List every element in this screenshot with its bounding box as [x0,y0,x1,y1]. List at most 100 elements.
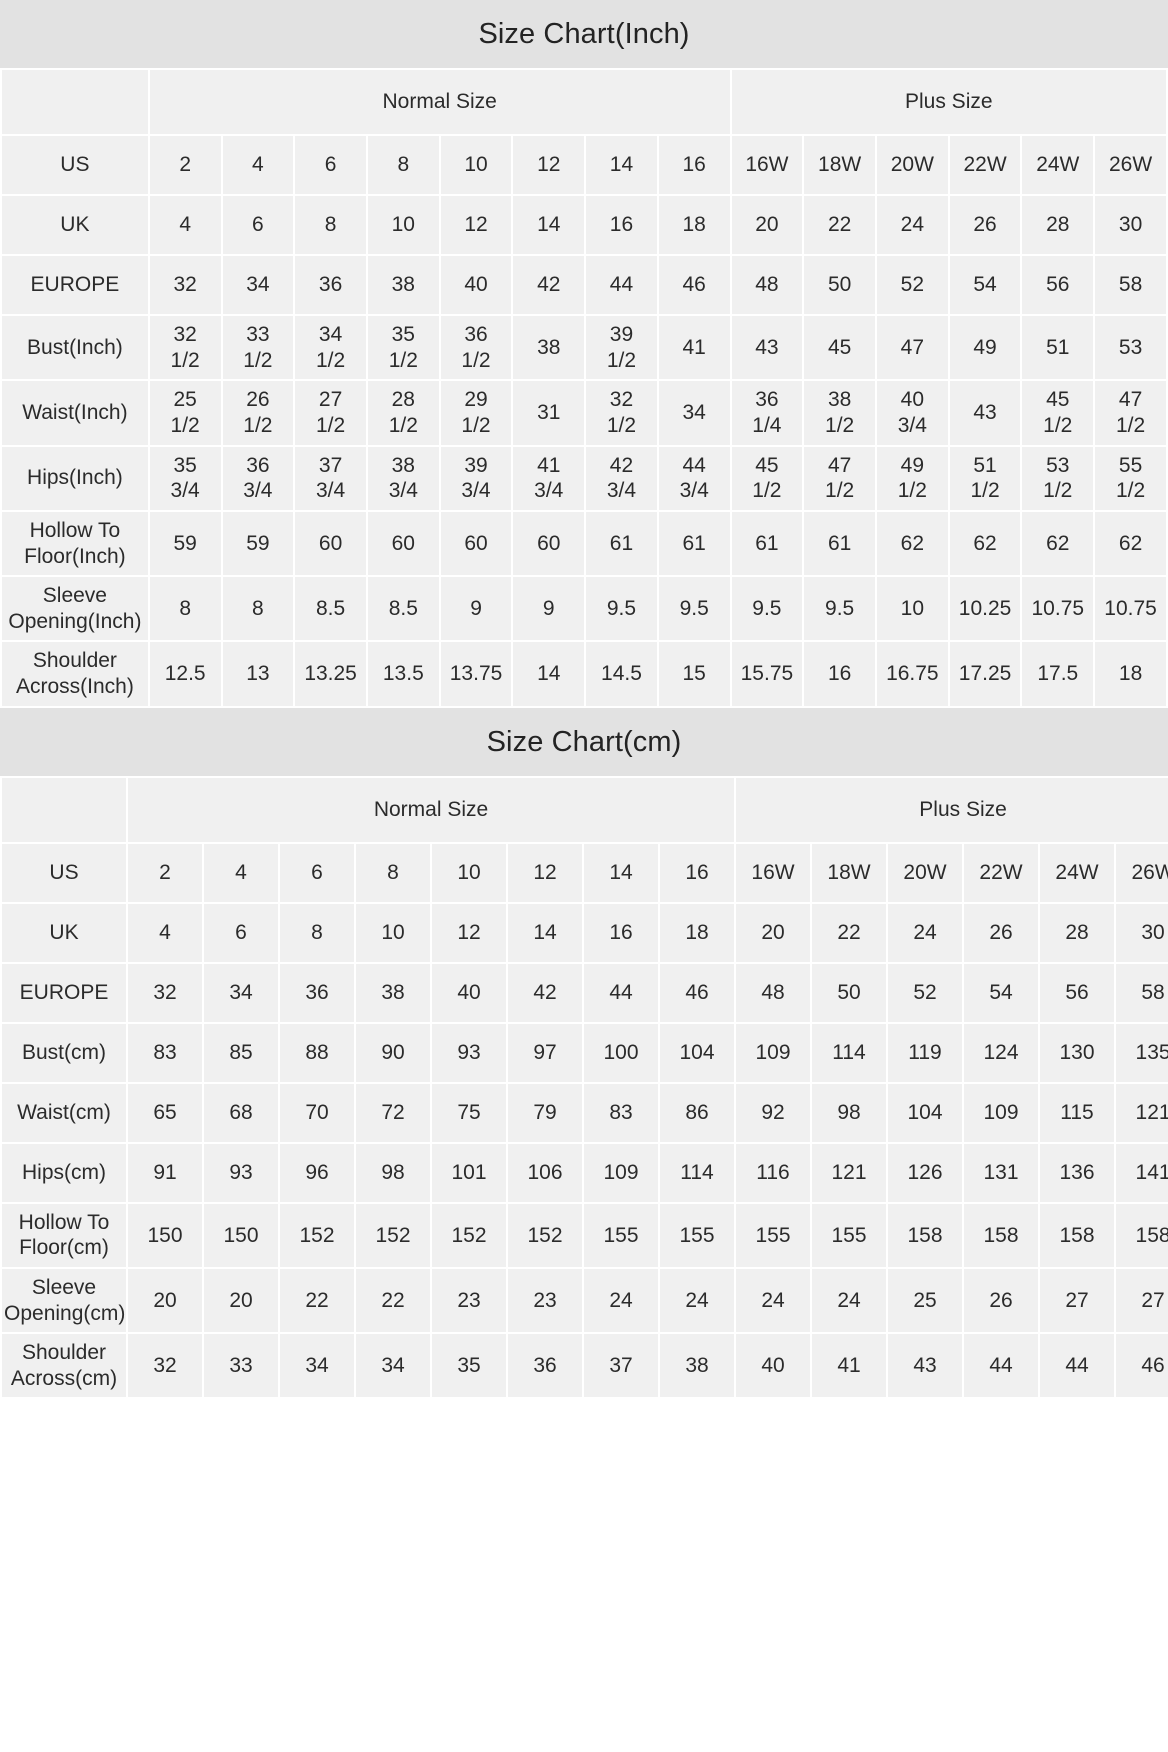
value-whole: 44 [682,453,706,477]
data-cell: 10.75 [1095,577,1166,641]
data-cell: 48 [731,256,803,315]
data-cell: 25 1/2 [149,381,221,445]
data-cell: 44 [584,963,658,1022]
data-cell: 36 1/4 [731,381,803,445]
data-cell: 40 [736,1334,810,1398]
data-cell: 8 [367,136,439,195]
data-cell: 12.5 [149,642,221,706]
table-corner-cell [2,70,148,135]
data-cell: 36 [280,963,354,1022]
data-cell: 43 [949,381,1021,445]
data-cell: 150 [128,1203,202,1268]
data-cell: 38 [513,316,585,380]
data-cell: 26W [1116,843,1168,902]
table-row: Hollow To Floor(cm) 150 150 152 152 152 152 155… [2,1203,1168,1268]
data-cell: 2 [149,136,221,195]
row-header-europe: EUROPE [2,256,148,315]
value-whole: 39 [609,323,634,347]
data-cell: 8.5 [367,577,439,641]
value-fraction: 1/2 [315,414,346,438]
data-cell: 83 [128,1023,202,1082]
data-cell: 22W [949,136,1021,195]
value-fraction: 1/2 [970,479,1000,503]
group-header-normal-size: Normal Size [149,70,730,135]
data-cell: 18 [660,903,734,962]
value-fraction: 1/2 [388,348,418,372]
data-cell: 50 [804,256,875,315]
table-row: Waist(cm) 65 68 70 72 75 79 83 86 92 98 104 109 115 12… [2,1083,1168,1142]
data-cell: 58 [1116,963,1168,1022]
data-cell: 17.25 [949,642,1021,706]
data-cell: 26 [964,903,1038,962]
value-whole: 40 [900,388,925,412]
data-cell: 16.75 [876,642,948,706]
data-cell: 158 [1040,1203,1114,1268]
data-cell: 32 1/2 [586,381,657,445]
data-cell: 25 [888,1269,962,1333]
data-cell: 34 [280,1334,354,1398]
row-header-sleeve-openingcm: Sleeve Opening(cm) [2,1269,126,1333]
data-cell: 32 1/2 [149,316,221,380]
row-header-hollow-to-floorinch: Hollow To Floor(Inch) [2,511,148,576]
data-cell: 34 [204,963,278,1022]
value-whole: 47 [827,453,852,477]
table-row: EUROPE 32 34 36 38 40 42 44 46 48 50 52 54 56 58 [2,256,1166,315]
data-cell: 62 [876,511,948,576]
data-cell: 100 [584,1023,658,1082]
value-fraction: 1/2 [243,348,273,372]
data-cell: 152 [508,1203,582,1268]
data-cell: 4 [149,196,221,255]
data-cell: 16W [736,843,810,902]
data-cell: 18W [804,136,875,195]
data-cell: 36 [508,1334,582,1398]
data-cell: 32 [149,256,221,315]
value-fraction: 1/2 [170,414,200,438]
data-cell: 16 [658,136,730,195]
row-header-waistinch: Waist(Inch) [2,381,148,445]
data-cell: 8.5 [295,577,366,641]
value-whole: 27 [318,388,343,412]
data-cell: 8 [222,577,294,641]
value-fraction: 1/2 [825,479,855,503]
data-cell: 114 [660,1143,734,1202]
value-whole: 47 [1118,388,1143,412]
table-row: Waist(Inch) 25 1/2 26 1/2 27 1/2 28 1/2 29 1/2 31 32… [2,381,1166,445]
data-cell: 27 1/2 [295,381,366,445]
data-cell: 16W [731,136,803,195]
data-cell: 68 [204,1083,278,1142]
value-whole: 33 [246,323,270,347]
row-header-sleeve-openinginch: Sleeve Opening(Inch) [2,577,148,641]
data-cell: 52 [888,963,962,1022]
charts-container: Size Chart(Inch) Normal Size Plus Size US 2 4… [0,0,1168,1400]
data-cell: 93 [432,1023,506,1082]
data-cell: 10 [440,136,512,195]
data-cell: 65 [128,1083,202,1142]
data-cell: 155 [736,1203,810,1268]
chart-title: Size Chart(cm) [0,707,1168,776]
data-cell: 9 [440,577,512,641]
data-cell: 38 [356,963,430,1022]
value-whole: 45 [1046,388,1070,412]
data-cell: 53 1/2 [1022,446,1094,510]
data-cell: 34 [222,256,294,315]
chart-title: Size Chart(Inch) [0,0,1168,69]
data-cell: 158 [888,1203,962,1268]
data-cell: 34 [658,381,730,445]
value-fraction: 1/2 [1043,479,1073,503]
data-cell: 14 [513,196,585,255]
data-cell: 12 [508,843,582,902]
data-cell: 158 [964,1203,1038,1268]
data-cell: 124 [964,1023,1038,1082]
value-whole: 26 [246,388,270,412]
data-cell: 27 [1040,1269,1114,1333]
data-cell: 28 [1022,196,1094,255]
data-cell: 130 [1040,1023,1114,1082]
data-cell: 36 1/2 [440,316,512,380]
value-whole: 28 [391,388,415,412]
data-cell: 131 [964,1143,1038,1202]
data-cell: 48 [736,963,810,1022]
data-cell: 109 [584,1143,658,1202]
data-cell: 60 [513,511,585,576]
data-cell: 152 [432,1203,506,1268]
data-cell: 38 [367,256,439,315]
